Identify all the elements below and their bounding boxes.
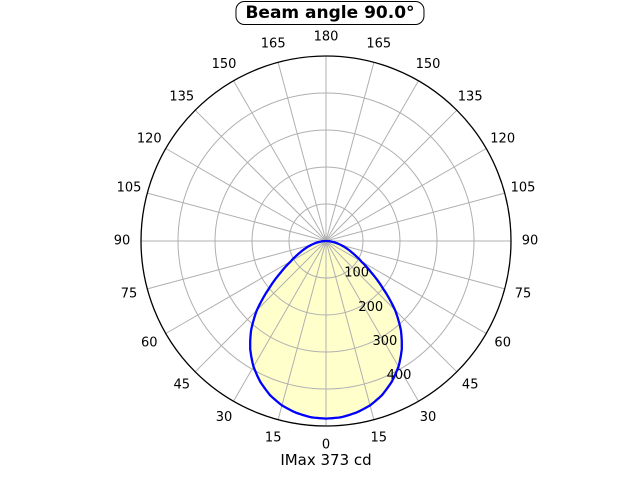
angle-tick-label: 180 (314, 30, 339, 45)
angle-tick-label: 150 (212, 57, 237, 72)
angle-gridline (325, 240, 505, 290)
angle-tick-label: 90 (522, 234, 539, 249)
angle-gridline (325, 240, 419, 402)
angle-gridline (165, 240, 327, 334)
chart-title: Beam angle 90.0° (235, 1, 425, 25)
angle-gridline (325, 240, 458, 373)
angle-gridline (194, 240, 327, 373)
angle-tick-label: 75 (121, 286, 138, 301)
angle-tick-label: 135 (169, 89, 194, 104)
angle-gridline (325, 109, 458, 242)
angle-tick-label: 150 (416, 57, 441, 72)
angle-tick-label: 30 (216, 410, 233, 425)
angle-tick-label: 60 (141, 336, 158, 351)
angle-gridline (277, 62, 327, 242)
angle-tick-label: 75 (515, 286, 532, 301)
radius-tick-label: 400 (387, 368, 412, 383)
angle-tick-label: 60 (494, 336, 511, 351)
angle-tick-label: 15 (265, 431, 282, 446)
angle-gridline (277, 240, 327, 420)
angle-gridline (325, 240, 487, 334)
angle-tick-label: 15 (371, 431, 388, 446)
angle-gridline (325, 80, 419, 242)
angle-tick-label: 135 (458, 89, 483, 104)
radius-tick-label: 100 (344, 266, 369, 281)
angle-gridline (325, 148, 487, 242)
angle-gridline (194, 109, 327, 242)
angle-gridline (165, 148, 327, 242)
angle-tick-label: 105 (511, 181, 536, 196)
angle-tick-label: 105 (117, 181, 142, 196)
angle-tick-label: 45 (462, 378, 479, 393)
angle-tick-label: 165 (261, 37, 286, 52)
angle-gridline (147, 240, 327, 290)
angle-gridline (233, 240, 327, 402)
angle-tick-label: 120 (490, 132, 515, 147)
angle-gridline (233, 80, 327, 242)
angle-tick-label: 45 (174, 378, 191, 393)
radius-tick-label: 200 (358, 300, 383, 315)
angle-tick-label: 30 (420, 410, 437, 425)
angle-gridline (325, 62, 375, 242)
imax-annotation: IMax 373 cd (280, 451, 372, 469)
angle-tick-label: 165 (366, 37, 391, 52)
angle-tick-label: 0 (322, 438, 330, 453)
angle-tick-label: 120 (137, 132, 162, 147)
polar-axis-outline (140, 55, 512, 427)
angle-gridline (147, 192, 327, 242)
angle-gridline (325, 192, 505, 242)
radius-tick-label: 300 (373, 334, 398, 349)
angle-tick-label: 90 (114, 234, 131, 249)
angle-gridline (325, 240, 375, 420)
intensity-curve (249, 239, 403, 420)
